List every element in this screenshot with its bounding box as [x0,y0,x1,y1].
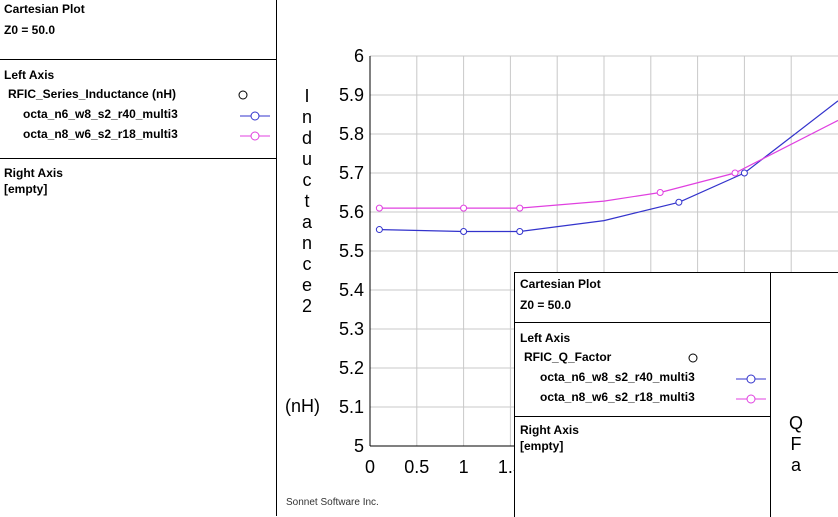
series-line-marker-icon [736,374,766,384]
series-label: octa_n8_w6_s2_r18_multi3 [23,127,178,141]
series-line-marker-icon [240,111,270,121]
y-tick-label: 5.1 [339,397,364,417]
legend-panel: Cartesian Plot Z0 = 50.0 Left Axis RFIC_… [515,273,771,517]
x-tick-label: 1 [459,457,469,477]
series-line-marker-icon [240,131,270,141]
data-point [656,189,664,196]
legend-item[interactable]: octa_n8_w6_s2_r18_multi3 [520,388,770,408]
y-tick-label: 5.3 [339,319,364,339]
y-tick-label: 5.8 [339,124,364,144]
q-factor-plot-window: Cartesian Plot Z0 = 50.0 Left Axis RFIC_… [514,272,838,517]
data-point [516,228,524,235]
data-point [740,169,748,177]
left-axis-label: Left Axis [4,68,55,82]
y-axis-unit: (nH) [285,396,320,416]
right-axis-value: [empty] [4,182,48,196]
right-axis-value: [empty] [520,439,564,453]
data-point [731,169,739,177]
plot-info-section: Cartesian Plot Z0 = 50.0 [515,273,770,323]
z0-value: Z0 = 50.0 [520,298,572,312]
plot-type-title: Cartesian Plot [4,2,85,16]
left-axis-section: Left Axis RFIC_Q_Factor octa_n6_w8_s2_r4… [515,323,770,417]
y-tick-label: 5.2 [339,358,364,378]
circle-marker-icon [688,353,698,363]
x-tick-label: 0 [365,457,375,477]
y-axis-label-letter: d [301,128,312,148]
series-label: octa_n8_w6_s2_r18_multi3 [540,390,695,404]
data-point [375,226,383,234]
series-label: octa_n6_w8_s2_r40_multi3 [540,370,695,384]
y-axis-label-letter: n [301,233,312,253]
y-axis-label-letter: c [302,170,312,190]
y-axis-label-letter: c [302,254,312,274]
z0-value: Z0 = 50.0 [4,23,56,37]
y-tick-label: 5.5 [339,241,364,261]
y-tick-label: 5 [354,436,364,456]
y-axis-label-letter: I [304,86,310,106]
y-axis-label: I n d u c t a n c e 2 [297,86,317,317]
legend-item[interactable]: octa_n6_w8_s2_r40_multi3 [4,105,276,125]
legend-item[interactable]: octa_n6_w8_s2_r40_multi3 [520,368,770,388]
data-point [375,204,383,212]
legend-panel: Cartesian Plot Z0 = 50.0 Left Axis RFIC_… [0,0,277,516]
right-axis-label: Right Axis [520,423,579,437]
right-axis-label: Right Axis [4,166,63,180]
parameter-label: RFIC_Series_Inductance (nH) [8,87,177,101]
y-tick-label: 6 [354,46,364,66]
right-axis-section: Right Axis [empty] [0,159,276,199]
plot-type-title: Cartesian Plot [520,277,601,291]
parameter-label: RFIC_Q_Factor [524,350,612,364]
plot-info-section: Cartesian Plot Z0 = 50.0 [0,0,276,60]
data-point [460,228,468,235]
y-tick-label: 5.9 [339,85,364,105]
y-tick-label: 5.7 [339,163,364,183]
vendor-credit: Sonnet Software Inc. [286,497,379,508]
y-axis-label-letter: e [301,275,312,295]
y-tick-label: 5.4 [339,280,364,300]
y-axis-label-letter: Q [788,413,803,433]
y-axis-label: Q F a [786,413,806,476]
data-point [675,198,683,206]
y-axis-label-letter: n [301,107,312,127]
legend-item[interactable]: octa_n8_w6_s2_r18_multi3 [4,125,276,145]
series-label: octa_n6_w8_s2_r40_multi3 [23,107,178,121]
left-axis-parameter[interactable]: RFIC_Series_Inductance (nH) [4,85,276,105]
left-axis-section: Left Axis RFIC_Series_Inductance (nH) oc… [0,60,276,159]
data-point [516,204,524,212]
y-axis-label-letter: F [790,434,802,454]
y-axis-label-letter: a [790,455,801,475]
series-line-marker-icon [736,394,766,404]
y-tick-label: 5.6 [339,202,364,222]
x-tick-label: 0.5 [404,457,429,477]
y-axis-label-letter: t [304,191,310,211]
circle-marker-icon [238,90,248,100]
y-axis-label-letter: u [301,149,312,169]
data-point [460,204,468,212]
left-axis-parameter[interactable]: RFIC_Q_Factor [520,348,770,368]
y-axis-label-letter: a [301,212,312,232]
y-axis-label-letter: 2 [301,296,312,316]
left-axis-label: Left Axis [520,331,571,345]
right-axis-section: Right Axis [empty] [515,417,770,456]
